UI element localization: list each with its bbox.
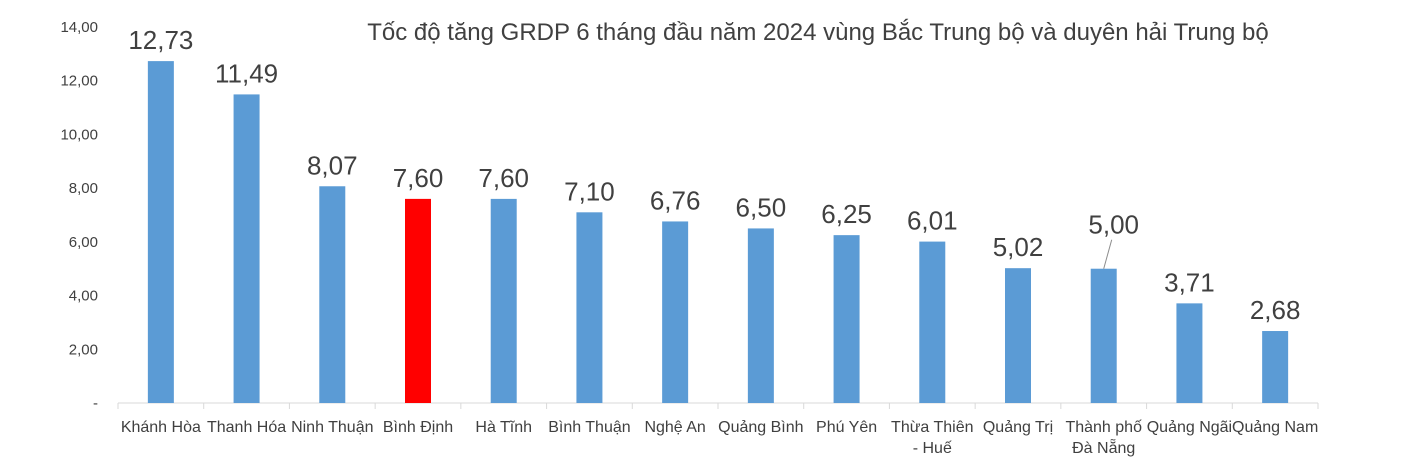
x-tick-label: Phú Yên <box>816 419 877 436</box>
bar <box>233 94 260 403</box>
x-axis <box>117 402 1319 409</box>
bar <box>319 186 346 403</box>
bar <box>490 198 517 403</box>
bar <box>147 61 174 403</box>
category-labels: Khánh Hòa Thanh Hóa Ninh Thuận Bình Định Hà … <box>121 419 1318 457</box>
data-label: 3,71 <box>1164 267 1215 297</box>
bar <box>1090 268 1117 403</box>
x-tick-label: Quảng Bình <box>718 419 803 436</box>
y-tick-label: 10,00 <box>60 126 98 143</box>
data-label: 2,68 <box>1250 295 1301 325</box>
data-label: 5,00 <box>1088 210 1139 240</box>
data-label: 6,25 <box>821 199 872 229</box>
bar <box>662 221 689 403</box>
bar <box>1005 268 1031 403</box>
x-tick-label: Thanh Hóa <box>207 419 286 436</box>
x-tick-label: Bình Thuận <box>548 419 630 436</box>
bar <box>747 228 774 403</box>
y-tick-label: 6,00 <box>69 234 98 251</box>
chart-title: Tốc độ tăng GRDP 6 tháng đầu năm 2024 vù… <box>367 19 1269 46</box>
x-tick-label: Quảng Ngãi <box>1147 419 1232 436</box>
data-labels: 12,73 11,49 8,07 7,60 7,60 7,10 6,76 6,50 6,25 6,… <box>128 25 1300 325</box>
bar <box>576 212 603 403</box>
bar <box>405 198 431 403</box>
leader-line <box>1103 239 1113 269</box>
x-tick-label: Nghệ An <box>644 419 705 436</box>
x-tick-label: Khánh Hòa <box>121 419 201 436</box>
data-label: 6,50 <box>736 192 787 222</box>
y-tick-label: 2,00 <box>69 341 98 358</box>
bar <box>1176 303 1203 403</box>
data-label: 7,60 <box>478 163 529 193</box>
data-label: 6,76 <box>650 185 701 215</box>
x-tick-label: Ninh Thuận <box>291 419 373 436</box>
data-label: 7,10 <box>564 176 615 206</box>
x-tick-label: Thừa Thiên - Huế <box>891 419 973 457</box>
y-tick-label: 8,00 <box>69 180 98 197</box>
bar <box>919 241 946 403</box>
x-tick-label: Quảng Trị <box>983 419 1053 436</box>
data-label: 7,60 <box>393 163 444 193</box>
x-tick-label: Bình Định <box>383 419 453 436</box>
bar <box>1262 331 1289 403</box>
bar <box>833 235 860 403</box>
y-tick-label: 12,00 <box>60 73 98 90</box>
data-label: 12,73 <box>128 25 193 55</box>
data-label: 5,02 <box>993 232 1044 262</box>
y-tick-label: 14,00 <box>60 19 98 36</box>
x-tick-label: Thành phố Đà Nẵng <box>1065 419 1142 457</box>
data-label: 6,01 <box>907 206 958 236</box>
data-label: 11,49 <box>215 58 278 88</box>
y-tick-label: - <box>93 395 98 412</box>
x-tick-label: Quảng Nam <box>1232 419 1318 436</box>
bars <box>147 61 1289 403</box>
y-axis: - 2,00 4,00 6,00 8,00 10,00 12,00 14,00 <box>60 19 98 412</box>
y-tick-label: 4,00 <box>69 288 98 305</box>
data-label: 8,07 <box>307 150 358 180</box>
x-tick-label: Hà Tĩnh <box>475 419 532 436</box>
